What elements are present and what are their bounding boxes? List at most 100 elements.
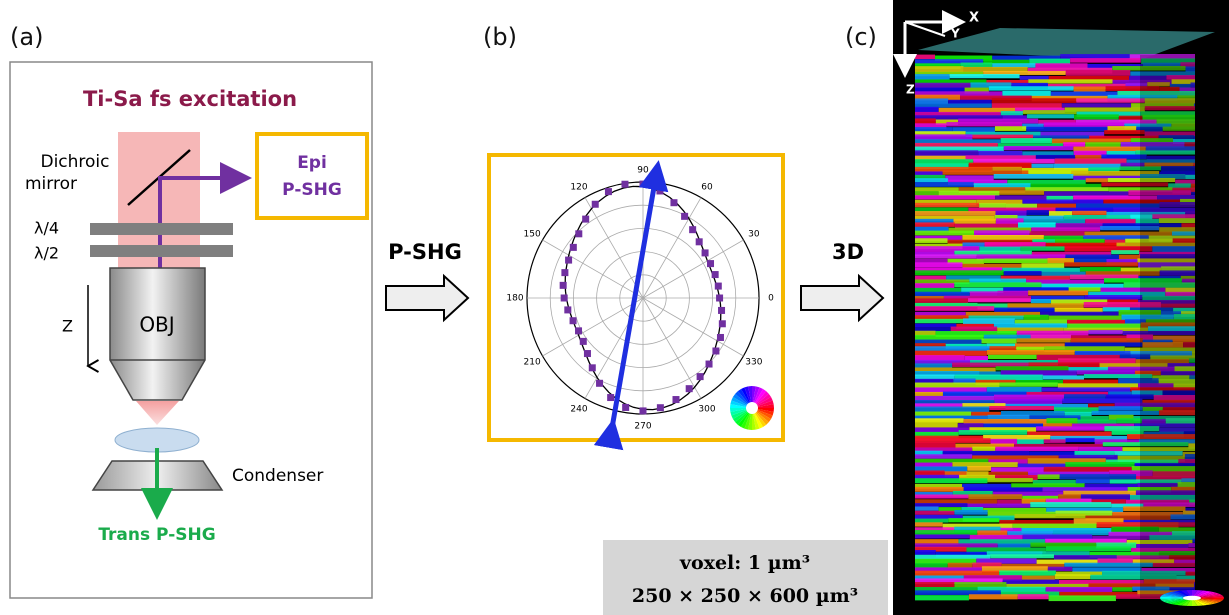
polar-point <box>656 187 663 194</box>
fiber-stripe <box>987 350 1075 355</box>
fiber-stripe <box>978 151 1022 156</box>
fiber-stripe <box>1035 63 1087 68</box>
fiber-stripe <box>915 582 954 587</box>
fiber-stripe <box>915 534 970 538</box>
polar-point <box>564 306 571 313</box>
polar-point <box>582 216 589 223</box>
fiber-stripe <box>915 407 989 413</box>
fiber-stripe <box>999 520 1073 524</box>
polar-point <box>570 317 577 324</box>
polar-point <box>622 404 629 411</box>
polar-point <box>561 269 568 276</box>
epi-label: P-SHG <box>282 180 342 200</box>
fiber-stripe <box>1098 559 1133 564</box>
fiber-stripe <box>1024 315 1049 320</box>
fiber-stripe <box>992 167 1021 171</box>
fiber-stripe <box>915 530 977 535</box>
fiber-stripe <box>983 423 1043 427</box>
fiber-stripe <box>915 454 972 459</box>
fiber-stripe <box>915 270 1004 275</box>
fiber-stripe <box>948 100 992 104</box>
fiber-stripe <box>1062 399 1142 404</box>
fiber-stripe <box>992 98 1076 103</box>
fiber-stripe <box>999 570 1056 575</box>
polar-point <box>689 226 696 233</box>
polar-angle-label: 150 <box>524 230 541 240</box>
fiber-stripe <box>1027 210 1049 215</box>
waveplate <box>90 223 233 235</box>
fiber-stripe <box>915 98 948 104</box>
focus-cone <box>136 401 179 425</box>
fiber-stripe <box>1017 439 1044 444</box>
fiber-stripe <box>970 291 998 296</box>
fiber-stripe <box>1020 246 1064 250</box>
trans-label: Trans P-SHG <box>98 525 215 545</box>
fiber-stripe <box>1013 524 1097 528</box>
fiber-stripe <box>1062 103 1131 107</box>
fiber-stripe <box>915 298 968 303</box>
fiber-stripe <box>1022 151 1073 155</box>
fiber-stripe <box>981 339 1016 344</box>
fiber-stripe <box>915 238 948 243</box>
axis-label: Z <box>906 83 915 97</box>
polar-point <box>702 249 709 256</box>
fiber-stripe <box>915 563 948 568</box>
hollow-arrow <box>386 276 468 320</box>
fiber-stripe <box>983 508 1046 512</box>
fiber-stripe <box>915 74 950 80</box>
polar-point <box>589 364 596 371</box>
fiber-stripe <box>1004 271 1042 275</box>
fiber-stripe <box>1111 250 1139 254</box>
fiber-stripe <box>950 74 1020 78</box>
fiber-stripe <box>967 466 991 471</box>
fiber-stripe <box>1031 184 1102 188</box>
fiber-stripe <box>939 191 1000 196</box>
fiber-stripe <box>915 195 995 199</box>
fiber-stripe <box>1086 178 1108 182</box>
fiber-stripe <box>1077 370 1135 374</box>
fiber-stripe <box>988 355 1037 359</box>
polar-point <box>696 238 703 245</box>
volume-render <box>915 28 1215 601</box>
fiber-stripe <box>1074 87 1106 92</box>
fiber-stripe <box>995 126 1026 131</box>
polar-point <box>607 394 614 401</box>
polar-angle-label: 120 <box>570 183 587 193</box>
polar-point <box>718 307 725 314</box>
fiber-stripe <box>1088 330 1122 334</box>
fiber-stripe <box>915 262 962 267</box>
polar-point <box>592 201 599 208</box>
fiber-stripe <box>954 582 1006 587</box>
fiber-stripe <box>915 494 968 498</box>
fiber-stripe <box>1071 338 1143 343</box>
fiber-stripe <box>1055 574 1090 579</box>
polar-angle-label: 30 <box>748 230 760 240</box>
fiber-stripe <box>1064 394 1106 399</box>
fiber-stripe <box>1085 295 1143 300</box>
fiber-stripe <box>948 518 999 522</box>
polar-point <box>605 188 612 195</box>
fiber-stripe <box>1020 76 1049 80</box>
fiber-stripe <box>915 511 954 515</box>
fiber-stripe <box>1078 420 1117 424</box>
fiber-stripe <box>994 174 1074 179</box>
fiber-stripe <box>1040 312 1118 316</box>
fiber-stripe <box>915 392 943 396</box>
fiber-stripe <box>915 118 936 123</box>
fiber-stripe <box>1028 170 1071 174</box>
fiber-stripe <box>915 178 948 182</box>
fiber-stripe <box>1002 91 1050 96</box>
figure: (a) Ti-Sa fs excitation Dichroic mirror … <box>0 0 1229 615</box>
fiber-stripe <box>1030 543 1096 547</box>
polar-point <box>707 260 714 267</box>
fiber-stripe <box>915 211 995 216</box>
objective-label: OBJ <box>139 313 174 337</box>
page: (a) Ti-Sa fs excitation Dichroic mirror … <box>0 0 1229 615</box>
fiber-stripe <box>1018 594 1049 599</box>
fiber-stripe <box>996 366 1069 370</box>
fiber-stripe <box>1080 267 1121 272</box>
panel-label: (b) <box>483 23 517 51</box>
fiber-stripe <box>1060 474 1136 479</box>
polar-angle-label: 330 <box>745 358 762 368</box>
fiber-stripe <box>1066 438 1095 442</box>
